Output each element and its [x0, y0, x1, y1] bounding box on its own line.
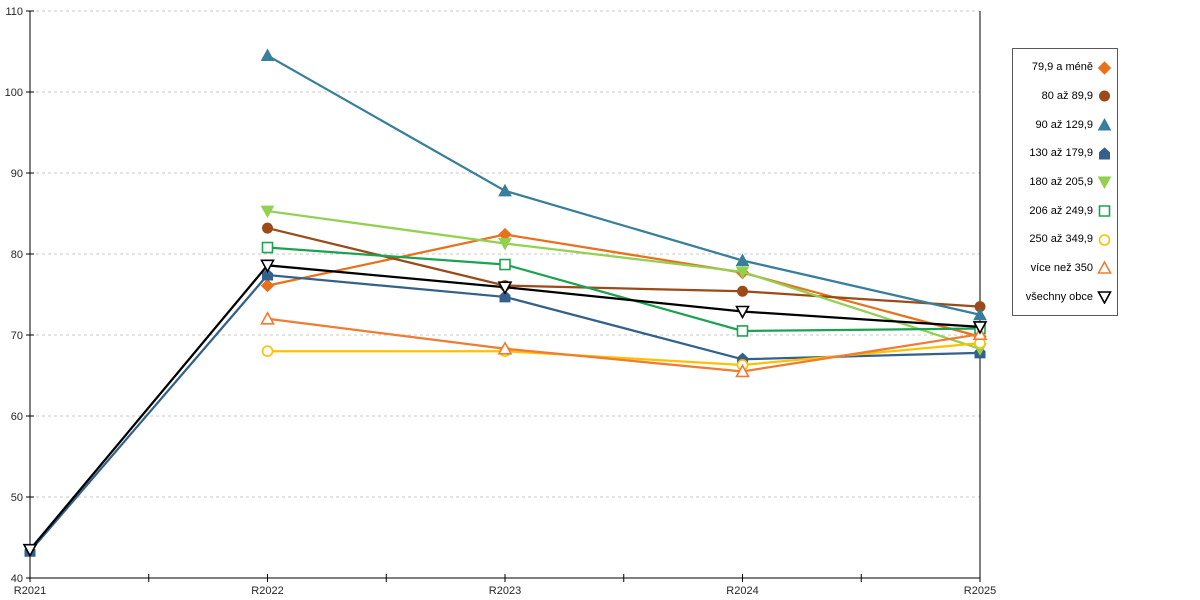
series-marker-triangle-down-icon: [972, 321, 988, 335]
series-marker-triangle-down-icon: [497, 281, 513, 295]
y-axis-label: 50: [11, 492, 23, 504]
series-marker-circle-icon: [261, 345, 274, 358]
circle-icon: [1099, 91, 1111, 102]
y-axis-label: 40: [11, 573, 23, 585]
legend-marker-icon: [1098, 205, 1111, 217]
legend-item: 206 až 249,9: [1015, 203, 1112, 218]
legend-marker-icon: [1097, 260, 1112, 275]
legend-label: 90 až 129,9: [1035, 118, 1094, 131]
series-marker-pentagon-icon: [262, 268, 273, 281]
x-axis-label: R2021: [14, 585, 46, 597]
legend-item: 250 až 349,9: [1015, 232, 1112, 247]
legend-marker-icon: [1097, 118, 1112, 131]
chart-legend: 79,9 a méně 80 až 89,9 90 až 129,9 130 až 1…: [1012, 48, 1118, 316]
legend-marker-icon: [1098, 234, 1111, 246]
series-marker-triangle-up-icon: [498, 183, 512, 197]
series-marker-square-icon: [736, 325, 749, 337]
legend-marker-icon: [1097, 176, 1112, 190]
x-axis-label: R2025: [964, 585, 996, 597]
diamond-icon: [1097, 61, 1112, 75]
series-marker-square-icon: [261, 241, 274, 254]
x-axis-label: R2024: [726, 585, 758, 597]
triangle-down-icon: [1097, 176, 1112, 190]
legend-label: 130 až 179,9: [1029, 147, 1093, 160]
circle-icon: [1098, 234, 1111, 246]
legend-marker-icon: [1099, 91, 1111, 102]
series-marker-triangle-up-icon: [735, 253, 750, 266]
series-marker-triangle-down-icon: [735, 305, 750, 320]
series-line-90-a-129-9: [266, 54, 981, 316]
series-line-v-ce-ne-350: [267, 317, 981, 373]
y-axis-label: 90: [11, 168, 23, 180]
series-line-180-a-205-9: [267, 209, 981, 350]
series-marker-triangle-down-icon: [498, 237, 512, 251]
legend-marker-icon: [1099, 147, 1110, 160]
series-marker-triangle-up-icon: [973, 307, 987, 321]
series-marker-square-icon: [499, 258, 511, 271]
series-marker-diamond-icon: [260, 278, 275, 293]
series-marker-triangle-down-icon: [260, 259, 275, 274]
series-line-79-9-a-m-n-: [267, 233, 981, 338]
legend-label: 180 až 205,9: [1029, 175, 1093, 188]
series-marker-triangle-up-icon: [260, 311, 275, 325]
triangle-down-icon: [1097, 291, 1112, 305]
legend-item: všechny obce: [1015, 289, 1112, 305]
legend-label: 250 až 349,9: [1029, 233, 1093, 246]
legend-item: 130 až 179,9: [1015, 146, 1112, 161]
legend-label: 80 až 89,9: [1041, 89, 1093, 102]
series-marker-triangle-up-icon: [735, 363, 750, 378]
legend-item: více než 350: [1015, 260, 1112, 275]
legend-marker-icon: [1097, 61, 1112, 75]
legend-marker-icon: [1097, 291, 1112, 305]
y-axis-label: 60: [11, 411, 23, 423]
legend-item: 80 až 89,9: [1015, 88, 1112, 103]
series-line-v-echny-obce: [29, 264, 981, 551]
series-marker-triangle-down-icon: [735, 266, 750, 279]
triangle-up-icon: [1097, 118, 1112, 131]
series-line-130-a-179-9: [29, 273, 981, 553]
y-axis-label: 80: [11, 249, 23, 261]
legend-label: 79,9 a méně: [1031, 61, 1093, 74]
y-axis-label: 70: [11, 330, 23, 342]
triangle-up-icon: [1097, 260, 1112, 275]
series-marker-triangle-up-icon: [497, 341, 513, 355]
series-marker-triangle-up-icon: [260, 48, 275, 62]
x-axis-label: R2023: [489, 585, 521, 597]
y-axis-label: 100: [5, 87, 23, 99]
series-line-206-a-249-9: [267, 246, 981, 333]
legend-item: 90 až 129,9: [1015, 117, 1112, 132]
y-axis-label: 110: [5, 6, 23, 18]
x-axis-label: R2022: [251, 585, 283, 597]
legend-label: 206 až 249,9: [1029, 204, 1093, 217]
series-marker-circle-icon: [262, 222, 273, 234]
series-marker-circle-icon: [737, 285, 748, 297]
pentagon-icon: [1099, 147, 1110, 160]
series-line-80-a-89-9: [267, 226, 981, 308]
series-marker-pentagon-icon: [499, 290, 511, 303]
series-line-250-a-349-9: [267, 341, 981, 367]
legend-label: více než 350: [1030, 261, 1093, 274]
square-icon: [1098, 205, 1111, 217]
legend-label: všechny obce: [1025, 290, 1093, 303]
series-marker-triangle-down-icon: [260, 205, 275, 219]
legend-item: 79,9 a méně: [1015, 60, 1112, 75]
series-marker-triangle-down-icon: [22, 543, 38, 558]
legend-item: 180 až 205,9: [1015, 174, 1112, 190]
